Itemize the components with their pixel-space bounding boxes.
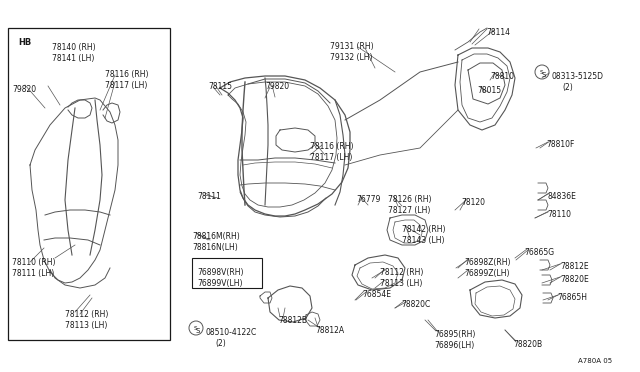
Text: HB: HB: [18, 38, 31, 47]
Text: S: S: [542, 72, 547, 78]
Text: 78114: 78114: [486, 28, 510, 37]
Text: 76898Z(RH): 76898Z(RH): [464, 258, 511, 267]
Text: 78810F: 78810F: [546, 140, 574, 149]
Bar: [192, 258, 262, 288]
Text: 78816N(LH): 78816N(LH): [192, 243, 237, 252]
Text: 78140 (RH): 78140 (RH): [52, 43, 95, 52]
Text: 78110 (RH): 78110 (RH): [12, 258, 56, 267]
Text: 78111 (LH): 78111 (LH): [12, 269, 54, 278]
Text: 78820E: 78820E: [560, 275, 589, 284]
Text: 78810: 78810: [490, 72, 514, 81]
Text: S: S: [540, 70, 544, 74]
Text: 78117 (LH): 78117 (LH): [310, 153, 353, 162]
Text: 78141 (LH): 78141 (LH): [52, 54, 94, 63]
Text: 76898V(RH): 76898V(RH): [197, 268, 243, 277]
Text: 08510-4122C: 08510-4122C: [205, 328, 256, 337]
Text: S: S: [194, 326, 198, 330]
Text: 08313-5125D: 08313-5125D: [551, 72, 603, 81]
Text: 78112 (RH): 78112 (RH): [65, 310, 108, 319]
Text: 78120: 78120: [461, 198, 485, 207]
Text: 78111: 78111: [197, 192, 221, 201]
Text: 78126 (RH): 78126 (RH): [388, 195, 431, 204]
Text: 78127 (LH): 78127 (LH): [388, 206, 430, 215]
Text: 78812A: 78812A: [315, 326, 344, 335]
Text: 76865H: 76865H: [557, 293, 587, 302]
Text: 78116 (RH): 78116 (RH): [310, 142, 353, 151]
Text: S: S: [196, 328, 200, 334]
Text: 79132 (LH): 79132 (LH): [330, 53, 372, 62]
Text: 79131 (RH): 79131 (RH): [330, 42, 374, 51]
Text: 78812E: 78812E: [560, 262, 589, 271]
Text: 78812B: 78812B: [278, 316, 307, 325]
Text: 78116 (RH): 78116 (RH): [105, 70, 148, 79]
Text: 78142 (RH): 78142 (RH): [402, 225, 445, 234]
Text: 79820: 79820: [265, 82, 289, 91]
Text: 78110: 78110: [547, 210, 571, 219]
Text: 78820C: 78820C: [401, 300, 430, 309]
Text: 76896(LH): 76896(LH): [434, 341, 474, 350]
Text: 79820: 79820: [12, 85, 36, 94]
Text: 76854E: 76854E: [362, 290, 391, 299]
Text: 78820B: 78820B: [513, 340, 542, 349]
Text: A780A 05: A780A 05: [578, 358, 612, 364]
Text: 78117 (LH): 78117 (LH): [105, 81, 147, 90]
Text: 76899Z(LH): 76899Z(LH): [464, 269, 509, 278]
Text: 78112 (RH): 78112 (RH): [380, 268, 424, 277]
Text: 78113 (LH): 78113 (LH): [65, 321, 108, 330]
Text: 76865G: 76865G: [524, 248, 554, 257]
Text: 76899V(LH): 76899V(LH): [197, 279, 243, 288]
Text: 78816M(RH): 78816M(RH): [192, 232, 240, 241]
Text: 84836E: 84836E: [547, 192, 576, 201]
Text: 78115: 78115: [208, 82, 232, 91]
Bar: [8, 28, 170, 340]
Text: 78143 (LH): 78143 (LH): [402, 236, 445, 245]
Text: (2): (2): [215, 339, 226, 348]
Text: 76895(RH): 76895(RH): [434, 330, 476, 339]
Text: 76779: 76779: [356, 195, 380, 204]
Text: 78015: 78015: [477, 86, 501, 95]
Text: 78113 (LH): 78113 (LH): [380, 279, 422, 288]
Text: (2): (2): [562, 83, 573, 92]
